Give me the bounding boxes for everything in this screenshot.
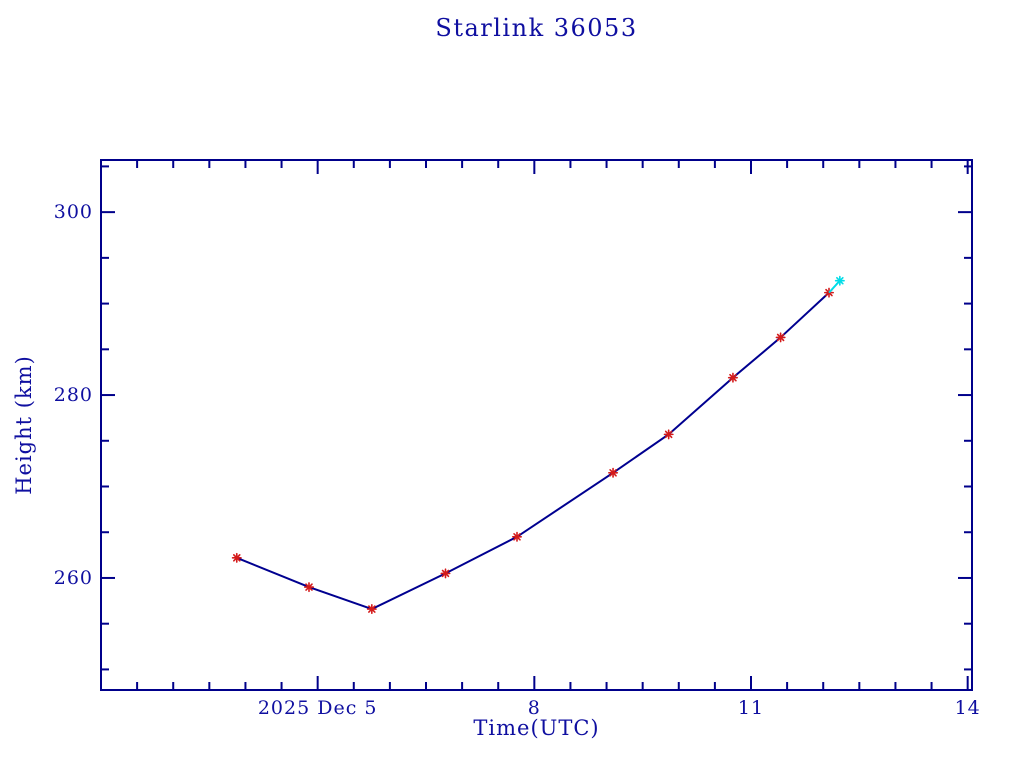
marker-observed <box>511 531 523 542</box>
x-tick-label: 11 <box>738 697 764 719</box>
x-axis-label: Time(UTC) <box>473 716 600 740</box>
marker-observed <box>727 372 738 383</box>
series-line-observed <box>236 291 830 611</box>
marker-observed <box>775 332 786 343</box>
marker-observed <box>303 582 315 593</box>
marker-observed <box>663 429 674 440</box>
marker-spoke <box>729 373 737 382</box>
marker-spoke <box>664 430 673 439</box>
marker-spoke <box>513 533 521 541</box>
x-tick-label: 8 <box>528 697 541 719</box>
marker-observed <box>608 467 619 478</box>
marker-observed <box>366 604 377 615</box>
marker-spoke <box>441 569 450 578</box>
plot-frame <box>100 159 973 691</box>
marker-predicted <box>834 275 845 286</box>
marker-observed <box>231 552 242 563</box>
y-tick-label: 300 <box>54 201 93 223</box>
marker-spoke <box>233 554 241 562</box>
marker-spoke <box>776 333 785 342</box>
marker-spoke <box>836 276 844 285</box>
chart-title: Starlink 36053 <box>435 14 638 42</box>
marker-observed <box>440 568 451 579</box>
y-tick-label: 280 <box>54 384 93 406</box>
y-tick-label: 260 <box>54 567 93 589</box>
marker-spoke <box>368 605 376 613</box>
x-tick-label: 14 <box>955 697 981 719</box>
x-tick-label: 2025 Dec 5 <box>258 697 378 719</box>
marker-spoke <box>305 583 313 591</box>
marker-spoke <box>609 469 617 477</box>
